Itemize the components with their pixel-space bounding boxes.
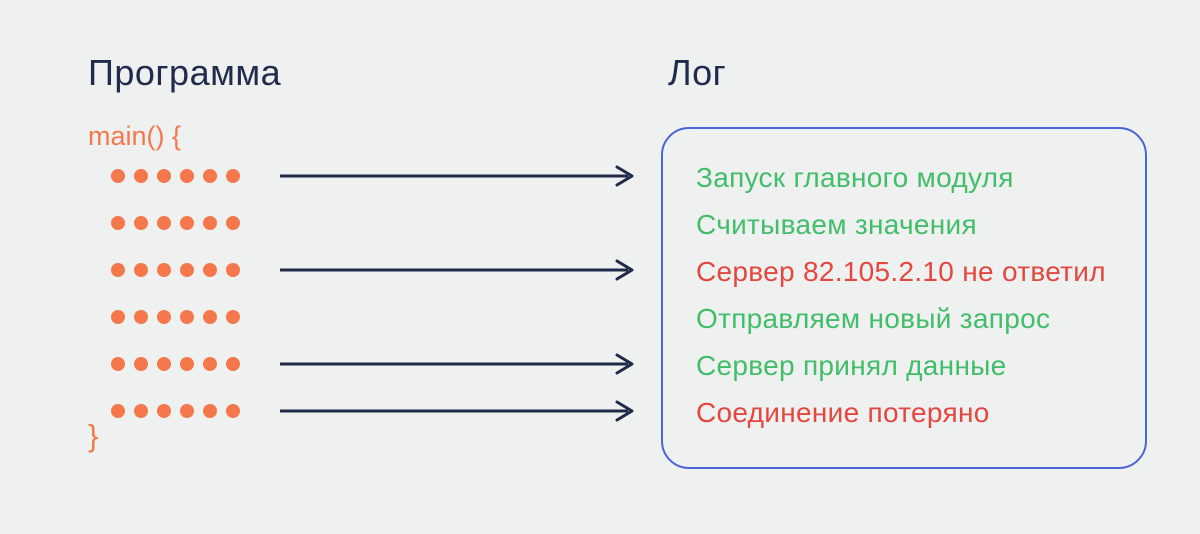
code-dot: [203, 216, 217, 230]
flow-arrow: [280, 259, 634, 281]
code-dot: [134, 263, 148, 277]
code-dot: [111, 310, 125, 324]
code-main-open: main() {: [88, 121, 182, 151]
flow-arrow: [280, 165, 634, 187]
code-dot-row: [111, 216, 240, 230]
code-dot: [157, 216, 171, 230]
flow-arrow: [280, 400, 634, 422]
log-entry: Соединение потеряно: [696, 397, 990, 428]
log-entry: Сервер принял данные: [696, 350, 1007, 381]
code-dot: [180, 263, 194, 277]
code-dot: [111, 404, 125, 418]
code-dot: [180, 169, 194, 183]
code-dot: [157, 357, 171, 371]
log-entry: Отправляем новый запрос: [696, 303, 1051, 334]
code-dot: [203, 357, 217, 371]
code-dot-row: [111, 310, 240, 324]
code-dot: [134, 216, 148, 230]
code-dot-row: [111, 357, 240, 371]
code-dot: [226, 310, 240, 324]
code-dot: [157, 263, 171, 277]
code-dot: [180, 404, 194, 418]
code-dot: [134, 310, 148, 324]
code-dot: [134, 169, 148, 183]
code-dot: [226, 216, 240, 230]
code-dot: [180, 216, 194, 230]
code-dot: [203, 310, 217, 324]
code-dot: [134, 404, 148, 418]
log-panel: Запуск главного модуля Считываем значени…: [661, 127, 1147, 469]
log-heading: Лог: [668, 52, 727, 93]
flow-arrow: [280, 353, 634, 375]
code-dot: [111, 216, 125, 230]
code-dot: [203, 404, 217, 418]
code-dot: [180, 357, 194, 371]
code-dot: [111, 357, 125, 371]
code-dot: [111, 169, 125, 183]
code-dot: [157, 169, 171, 183]
code-dot-row: [111, 404, 240, 418]
code-dot: [157, 310, 171, 324]
log-entry: Считываем значения: [696, 209, 977, 240]
code-dot: [203, 263, 217, 277]
code-dot: [203, 169, 217, 183]
code-dot: [226, 263, 240, 277]
log-entry: Сервер 82.105.2.10 не ответил: [696, 256, 1106, 287]
code-dot: [226, 169, 240, 183]
code-dot-row: [111, 263, 240, 277]
program-heading: Программа: [88, 52, 282, 93]
log-entry: Запуск главного модуля: [696, 162, 1014, 193]
code-dot: [180, 310, 194, 324]
code-dot: [157, 404, 171, 418]
code-dot: [134, 357, 148, 371]
code-dot-row: [111, 169, 240, 183]
code-dot: [111, 263, 125, 277]
code-dot: [226, 404, 240, 418]
code-dot: [226, 357, 240, 371]
code-close-brace: }: [88, 418, 99, 453]
